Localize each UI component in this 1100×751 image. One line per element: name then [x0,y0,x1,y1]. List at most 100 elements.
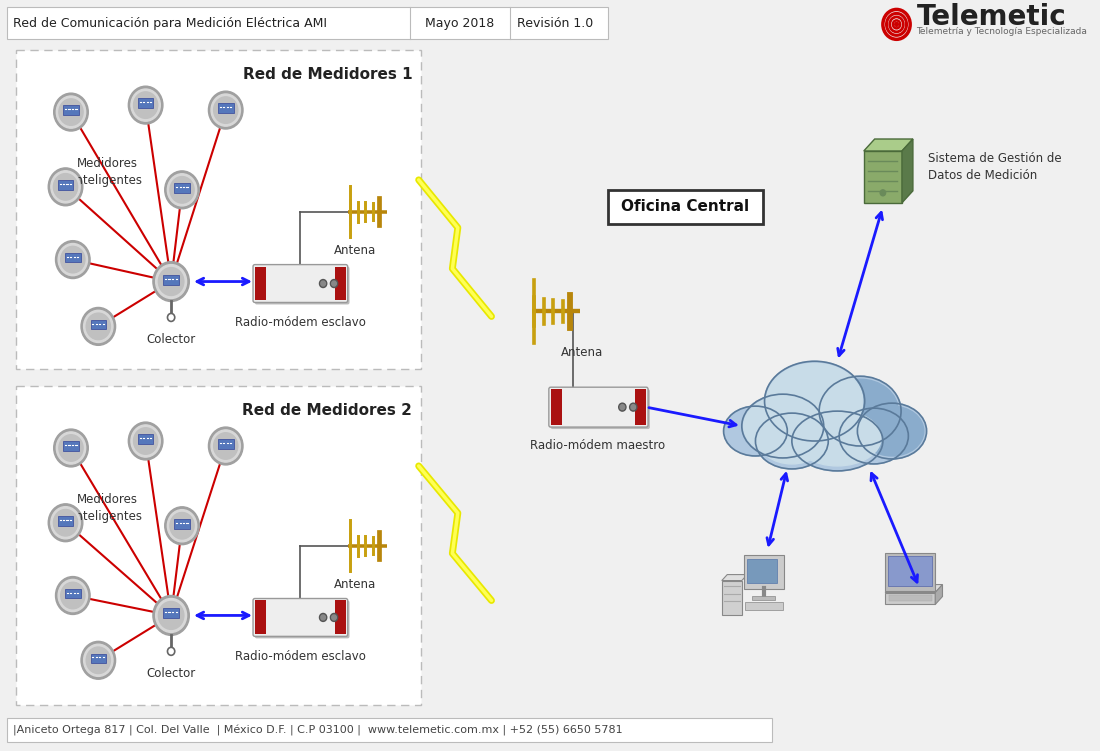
Ellipse shape [839,408,909,464]
Polygon shape [935,584,943,605]
FancyBboxPatch shape [888,556,933,586]
FancyBboxPatch shape [551,389,562,425]
FancyBboxPatch shape [744,555,783,589]
Text: Medidores
Inteligentes: Medidores Inteligentes [73,493,142,523]
Circle shape [51,507,80,539]
Circle shape [56,432,86,464]
FancyBboxPatch shape [334,601,345,635]
Circle shape [153,261,189,301]
FancyBboxPatch shape [334,267,345,300]
Circle shape [56,96,86,128]
FancyBboxPatch shape [255,267,350,304]
Circle shape [169,512,194,539]
FancyBboxPatch shape [551,389,650,429]
Circle shape [55,577,90,614]
FancyBboxPatch shape [722,581,741,615]
Ellipse shape [820,376,901,446]
Circle shape [133,92,157,119]
Text: Colector: Colector [146,668,196,680]
Circle shape [54,509,78,536]
Circle shape [84,644,113,677]
Circle shape [894,23,899,26]
Ellipse shape [741,394,824,458]
FancyBboxPatch shape [8,718,772,742]
FancyBboxPatch shape [751,596,776,601]
FancyBboxPatch shape [549,388,648,427]
Circle shape [330,614,338,621]
Polygon shape [864,139,913,151]
Text: Antena: Antena [333,243,376,257]
Text: Sistema de Gestión de
Datos de Medición: Sistema de Gestión de Datos de Medición [928,152,1062,182]
FancyBboxPatch shape [58,180,74,190]
FancyBboxPatch shape [886,553,935,590]
Text: Oficina Central: Oficina Central [621,199,749,214]
Circle shape [60,582,85,609]
Text: Antena: Antena [333,578,376,590]
FancyBboxPatch shape [163,275,179,285]
Circle shape [620,405,625,409]
Circle shape [155,264,187,298]
Circle shape [332,615,337,620]
Circle shape [48,504,82,541]
Polygon shape [902,139,913,203]
Text: Medidores
Inteligentes: Medidores Inteligentes [73,157,142,187]
Circle shape [332,281,337,286]
Circle shape [211,94,241,126]
Text: Red de Medidores 2: Red de Medidores 2 [242,403,412,418]
Polygon shape [722,575,747,581]
FancyBboxPatch shape [138,434,153,444]
FancyBboxPatch shape [174,519,190,529]
FancyBboxPatch shape [90,653,106,663]
FancyBboxPatch shape [58,516,74,526]
FancyBboxPatch shape [745,602,783,611]
Text: Telemetic: Telemetic [916,4,1066,32]
Circle shape [319,614,327,621]
Circle shape [167,510,197,541]
FancyBboxPatch shape [747,559,778,583]
Circle shape [153,596,189,635]
FancyBboxPatch shape [218,439,233,449]
Ellipse shape [860,406,924,456]
Circle shape [131,89,161,121]
Circle shape [208,427,243,465]
Circle shape [880,190,886,196]
Circle shape [60,246,85,273]
FancyBboxPatch shape [886,593,935,605]
Circle shape [58,243,88,276]
Circle shape [208,91,243,129]
Ellipse shape [822,379,899,443]
Circle shape [54,173,78,200]
Ellipse shape [724,406,788,456]
Circle shape [86,313,110,339]
Circle shape [211,430,241,462]
FancyBboxPatch shape [253,264,348,303]
Text: Radio-módem esclavo: Radio-módem esclavo [235,650,366,663]
Circle shape [330,279,338,288]
Text: Colector: Colector [146,333,196,346]
FancyBboxPatch shape [16,386,421,705]
Circle shape [54,429,88,467]
Circle shape [321,615,326,620]
FancyBboxPatch shape [255,601,266,635]
FancyBboxPatch shape [608,190,762,224]
Text: Mayo 2018: Mayo 2018 [425,17,494,30]
Circle shape [59,435,84,461]
Circle shape [81,641,116,679]
Text: Radio-módem maestro: Radio-módem maestro [530,439,666,452]
Circle shape [167,647,175,656]
Text: Antena: Antena [561,346,604,359]
Ellipse shape [767,363,862,439]
Text: Red de Comunicación para Medición Eléctrica AMI: Red de Comunicación para Medición Eléctr… [13,17,327,30]
Circle shape [58,580,88,611]
Ellipse shape [756,413,828,469]
Circle shape [213,97,238,123]
FancyBboxPatch shape [174,183,190,193]
FancyBboxPatch shape [635,389,646,425]
Circle shape [129,422,163,460]
FancyBboxPatch shape [255,601,350,638]
Circle shape [167,313,175,321]
Polygon shape [886,584,943,593]
FancyBboxPatch shape [90,320,106,329]
Text: Telemetría y Tecnología Especializada: Telemetría y Tecnología Especializada [916,27,1088,36]
Circle shape [165,171,199,209]
